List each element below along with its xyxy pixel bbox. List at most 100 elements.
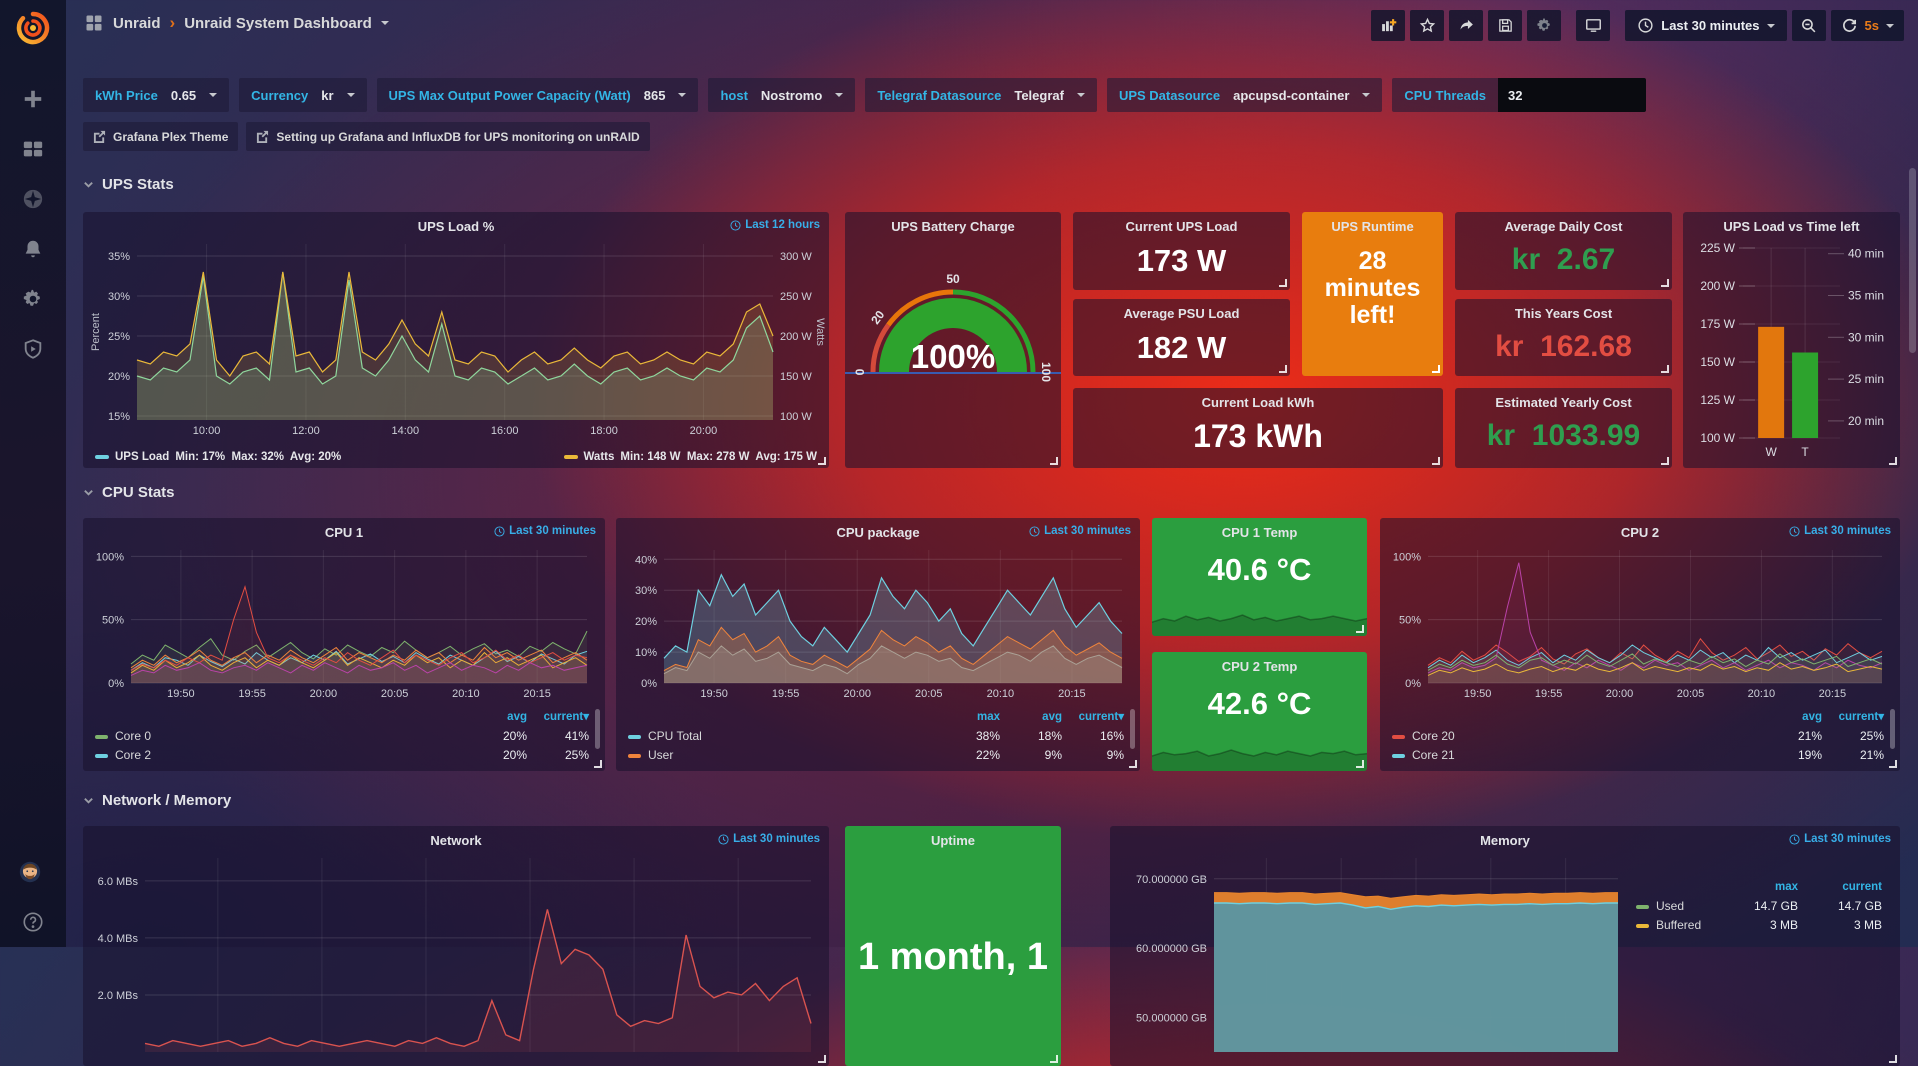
save-button[interactable] (1488, 10, 1523, 41)
svg-text:25 min: 25 min (1848, 372, 1884, 386)
stat-value: kr 1033.99 (1486, 419, 1641, 452)
dashboard-link[interactable]: Setting up Grafana and InfluxDB for UPS … (246, 122, 650, 151)
panel-title[interactable]: Memory (1480, 833, 1530, 848)
panel-title[interactable]: CPU package (836, 525, 920, 540)
panel-ups-runtime: UPS Runtime 28 minutes left! (1302, 212, 1443, 376)
cpu2-chart[interactable]: 100% 50% 0% 19:50 19:55 20:00 20:05 20:10 20:15 (1384, 544, 1896, 701)
chevron-down-icon[interactable] (380, 21, 389, 25)
dashboard-link-label: Grafana Plex Theme (113, 129, 229, 144)
settings-gear-icon[interactable] (22, 288, 44, 310)
panel-title[interactable]: UPS Battery Charge (891, 219, 1015, 234)
grafana-logo[interactable] (15, 10, 51, 46)
share-button[interactable] (1449, 10, 1484, 41)
page-title[interactable]: Unraid System Dashboard (184, 14, 372, 32)
svg-text:60.000000 GB: 60.000000 GB (1136, 943, 1207, 955)
alerting-bell-icon[interactable] (22, 238, 44, 260)
panel-time-override[interactable]: Last 12 hours (730, 219, 820, 231)
legend-series[interactable]: User (648, 748, 674, 762)
variable-chip[interactable]: host Nostromo (708, 78, 856, 112)
add-icon[interactable] (22, 88, 44, 110)
section-title: UPS Stats (102, 176, 174, 193)
panel-title[interactable]: Uptime (930, 833, 976, 848)
breadcrumb-app[interactable]: Unraid (113, 14, 161, 32)
panel-title[interactable]: CPU 1 (324, 525, 364, 540)
panel-time-override[interactable]: Last 30 minutes (718, 833, 820, 845)
panel-time-override[interactable]: Last 30 minutes (1029, 525, 1131, 537)
panel-time-override[interactable]: Last 30 minutes (1789, 833, 1891, 845)
panel-title[interactable]: Estimated Yearly Cost (1495, 395, 1632, 410)
variable-chip[interactable]: kWh Price 0.65 (83, 78, 230, 112)
memory-chart[interactable]: 70.000000 GB 60.000000 GB 50.000000 GB (1114, 852, 1628, 1060)
dashboard-grid-icon[interactable] (84, 13, 104, 33)
dashboards-icon[interactable] (22, 138, 44, 160)
legend-series[interactable]: Core 0 (115, 729, 152, 743)
svg-text:20:05: 20:05 (1677, 688, 1705, 700)
cpu-package-chart[interactable]: 40% 30% 20% 10% 0% 19:50 19:55 20:00 20:05 20:10 2… (620, 544, 1136, 701)
legend-scrollbar[interactable] (1130, 709, 1135, 749)
legend-series[interactable]: Buffered (1656, 918, 1702, 932)
network-chart[interactable]: 6.0 MBs 4.0 MBs 2.0 MBs (87, 852, 825, 1060)
time-picker[interactable]: Last 30 minutes (1625, 10, 1787, 41)
cpu-threads-input[interactable] (1498, 78, 1647, 112)
legend-scrollbar[interactable] (595, 709, 600, 749)
panel-title[interactable]: CPU 2 (1620, 525, 1660, 540)
panel-time-override[interactable]: Last 30 minutes (494, 525, 596, 537)
legend-series[interactable]: CPU Total (648, 729, 702, 743)
panel-title[interactable]: UPS Runtime (1331, 219, 1414, 234)
svg-text:200 W: 200 W (1700, 279, 1735, 293)
battery-gauge[interactable]: 0 20 50 100 100% (851, 242, 1055, 458)
panel-current-ups-load: Current UPS Load 173 W (1073, 212, 1290, 290)
nav-actions: Last 30 minutes 5s (1371, 10, 1904, 41)
legend-series[interactable]: Core 21 (1412, 748, 1455, 762)
ups-load-chart[interactable]: 35% 30% 25% 20% 15% 300 W 250 W 200 W 150 W 100 W… (87, 238, 826, 438)
page-scrollbar[interactable] (1909, 168, 1916, 353)
svg-text:15%: 15% (108, 411, 130, 423)
variable-chip[interactable]: UPS Max Output Power Capacity (Watt) 865 (376, 78, 699, 112)
dashboard-content: Unraid › Unraid System Dashboard Last 30… (66, 0, 1918, 1066)
panel-title[interactable]: UPS Load vs Time left (1723, 219, 1860, 234)
panel-title[interactable]: CPU 1 Temp (1221, 525, 1298, 540)
panel-title[interactable]: This Years Cost (1514, 306, 1613, 321)
panel-ups-load: UPS Load % Last 12 hours 35% 30% 25% 20% 15%… (83, 212, 829, 468)
help-icon[interactable] (22, 911, 44, 933)
dashboard-link[interactable]: Grafana Plex Theme (83, 122, 239, 151)
panel-title[interactable]: CPU 2 Temp (1221, 659, 1298, 674)
section-network-memory[interactable]: Network / Memory (83, 792, 231, 809)
section-ups-stats[interactable]: UPS Stats (83, 176, 174, 193)
panel-cpu2-temp: CPU 2 Temp 42.6 °C (1152, 652, 1367, 771)
panel-title[interactable]: Current Load kWh (1201, 395, 1315, 410)
zoom-out-button[interactable] (1791, 10, 1826, 41)
star-button[interactable] (1410, 10, 1445, 41)
variable-chip[interactable]: Currency kr (239, 78, 367, 112)
panel-title[interactable]: Current UPS Load (1125, 219, 1238, 234)
legend-series[interactable]: Watts (583, 451, 615, 463)
legend-series[interactable]: Used (1656, 899, 1685, 913)
variable-chip[interactable]: Telegraf Datasource Telegraf (865, 78, 1097, 112)
panel-title[interactable]: UPS Load % (417, 219, 495, 234)
panel-title[interactable]: Average PSU Load (1123, 306, 1240, 321)
legend-series[interactable]: Core 2 (115, 748, 152, 762)
add-panel-button[interactable] (1371, 10, 1406, 41)
section-cpu-stats[interactable]: CPU Stats (83, 484, 175, 501)
panel-title[interactable]: Network (430, 833, 482, 848)
dashboard-settings-button[interactable] (1527, 10, 1562, 41)
panel-time-override[interactable]: Last 30 minutes (1789, 525, 1891, 537)
admin-shield-icon[interactable] (22, 338, 44, 360)
refresh-interval-label[interactable]: 5s (1864, 18, 1879, 33)
legend-series[interactable]: UPS Load (115, 451, 170, 463)
legend-scrollbar[interactable] (1890, 709, 1895, 749)
panel-cpu-package: CPU package Last 30 minutes 40% 30% 20% 10%… (616, 518, 1140, 771)
panel-this-years-cost: This Years Cost kr 162.68 (1455, 299, 1672, 376)
ups-load-vs-time-chart[interactable]: 225 W 200 W 175 W 150 W 125 W 100 W 40 min 35 m… (1687, 238, 1896, 464)
explore-compass-icon[interactable] (22, 188, 44, 210)
svg-text:100%: 100% (1393, 551, 1421, 563)
user-avatar[interactable] (19, 861, 47, 889)
variable-value: Telegraf (1014, 87, 1064, 103)
tv-mode-button[interactable] (1576, 10, 1611, 41)
variable-chip[interactable]: UPS Datasource apcupsd-container (1106, 78, 1383, 112)
cpu1-chart[interactable]: 100% 50% 0% 19:50 19:55 20:00 20:05 20:10 20:15 (87, 544, 601, 701)
svg-text:250 W: 250 W (780, 291, 812, 303)
legend-series[interactable]: Core 20 (1412, 729, 1455, 743)
refresh-button[interactable]: 5s (1830, 10, 1904, 41)
panel-title[interactable]: Average Daily Cost (1504, 219, 1623, 234)
